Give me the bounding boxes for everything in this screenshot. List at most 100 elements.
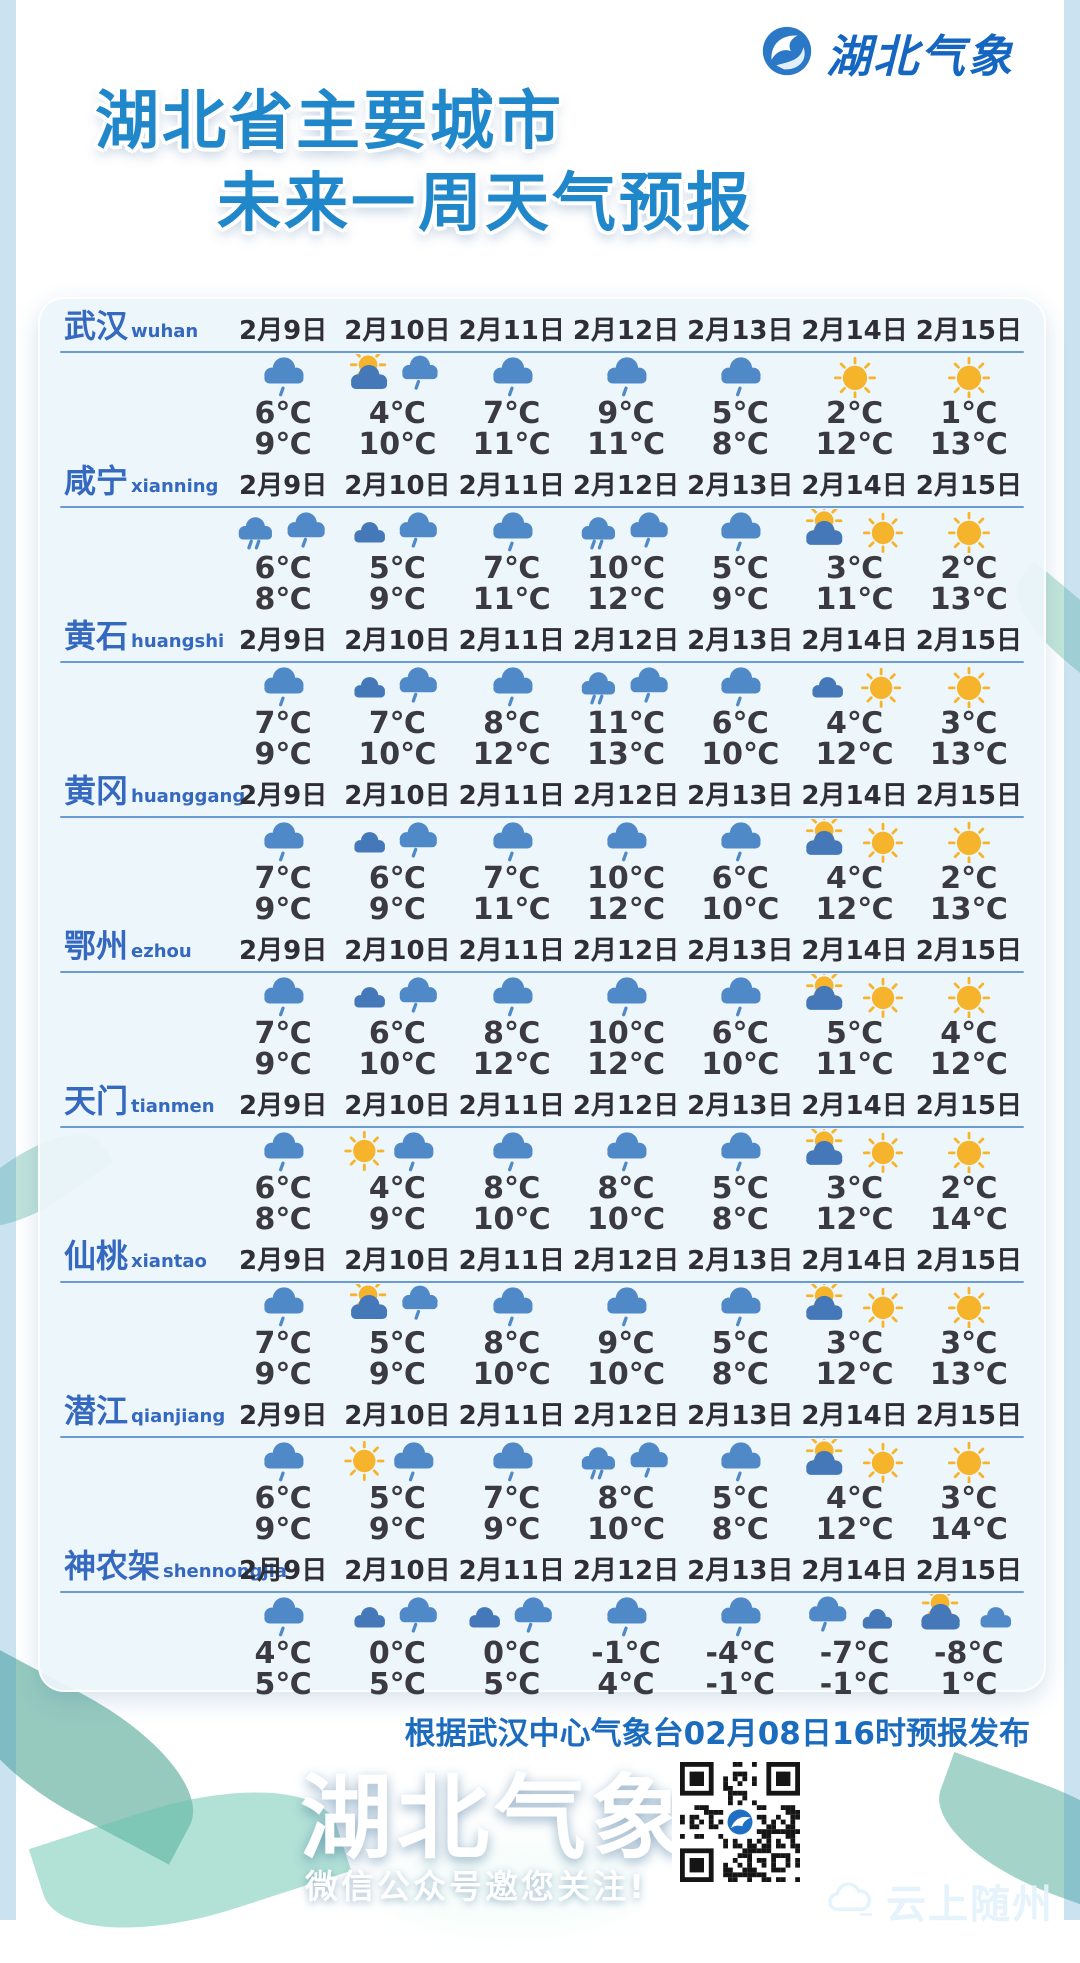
temp-low: 8℃ [455, 709, 569, 740]
suncloud-sun-icon [799, 1439, 911, 1483]
temp-low: 4℃ [340, 1174, 454, 1205]
temp-high: 13℃ [912, 430, 1026, 460]
temp-low: -7℃ [797, 1639, 911, 1670]
temp-low: 5℃ [683, 1484, 797, 1515]
rain-icon [456, 354, 568, 398]
city-name: 潜江 [64, 1390, 128, 1432]
date-label: 2月10日 [340, 1240, 454, 1277]
city-cell: 神农架 shennongjia [58, 1545, 226, 1587]
date-label: 2月9日 [226, 465, 340, 502]
cloud-rain-icon [456, 1594, 568, 1638]
temp-high: 12℃ [797, 1360, 911, 1390]
temp-low: 5℃ [340, 1329, 454, 1360]
cloud-rain-icon [341, 664, 453, 708]
temp-low: 7℃ [455, 554, 569, 585]
temp-low: 4℃ [797, 864, 911, 895]
sun-icon [913, 1284, 1025, 1328]
date-label: 2月9日 [226, 1395, 340, 1432]
date-label: 2月13日 [683, 620, 797, 657]
rain-icon [570, 1284, 682, 1328]
temp-high: 8℃ [683, 1205, 797, 1235]
temp-high: 12℃ [455, 1050, 569, 1080]
rain-icon [456, 509, 568, 553]
date-label: 2月10日 [340, 1085, 454, 1122]
temp-low: 8℃ [455, 1329, 569, 1360]
rain-rain-icon [570, 1439, 682, 1483]
date-label: 2月13日 [683, 310, 797, 347]
temp-high: 11℃ [455, 430, 569, 460]
temp-cell: -7℃-1℃ [797, 1639, 911, 1700]
temp-high: 13℃ [912, 895, 1026, 925]
border-decoration [1064, 0, 1080, 1920]
temp-low: 7℃ [340, 709, 454, 740]
date-label: 2月15日 [912, 775, 1026, 812]
rain-icon [227, 974, 339, 1018]
temp-high: 9℃ [226, 895, 340, 925]
date-label: 2月9日 [226, 1085, 340, 1122]
date-label: 2月12日 [569, 465, 683, 502]
date-label: 2月11日 [455, 930, 569, 967]
sun-icon [799, 354, 911, 398]
date-label: 2月15日 [912, 620, 1026, 657]
city-name: 武汉 [64, 305, 128, 347]
date-label: 2月12日 [569, 1550, 683, 1587]
temp-low: 7℃ [226, 1019, 340, 1050]
cloud-sun-icon [799, 664, 911, 708]
temp-high: 10℃ [569, 1360, 683, 1390]
date-label: 2月13日 [683, 1395, 797, 1432]
rain-icon [456, 1439, 568, 1483]
city-cell: 武汉 wuhan [58, 305, 226, 347]
cloud-rain-icon [341, 1594, 453, 1638]
temp-high: 12℃ [912, 1050, 1026, 1080]
temp-high: 4℃ [569, 1670, 683, 1700]
sun-icon [913, 664, 1025, 708]
date-label: 2月11日 [455, 775, 569, 812]
rain-icon [570, 974, 682, 1018]
rain-icon [456, 1284, 568, 1328]
temp-low: 4℃ [912, 1019, 1026, 1050]
temp-high: 9℃ [226, 430, 340, 460]
city-cell: 黄冈 huanggang [58, 770, 226, 812]
poster-title: 湖北省主要城市 未来一周天气预报 [95, 82, 753, 246]
temp-high: 10℃ [683, 740, 797, 770]
temp-low: 3℃ [797, 1329, 911, 1360]
temp-high: 12℃ [455, 740, 569, 770]
rain-icon [570, 354, 682, 398]
temp-low: 5℃ [683, 554, 797, 585]
date-label: 2月14日 [797, 465, 911, 502]
rain-icon [227, 1129, 339, 1173]
temp-high: 10℃ [569, 1515, 683, 1545]
icons-row [226, 1128, 1026, 1174]
temp-low: 9℃ [569, 399, 683, 430]
sun-rain-icon [341, 1129, 453, 1173]
poster-title-line1: 湖北省主要城市 [95, 82, 753, 164]
suncloud-sun-icon [799, 509, 911, 553]
rain-icon [684, 509, 796, 553]
date-label: 2月11日 [455, 1550, 569, 1587]
suncloud-rain-icon [341, 1284, 453, 1328]
date-label: 2月13日 [683, 1240, 797, 1277]
date-label: 2月11日 [455, 1240, 569, 1277]
temp-high: 11℃ [797, 585, 911, 615]
date-label: 2月13日 [683, 1550, 797, 1587]
temp-high: 8℃ [683, 430, 797, 460]
